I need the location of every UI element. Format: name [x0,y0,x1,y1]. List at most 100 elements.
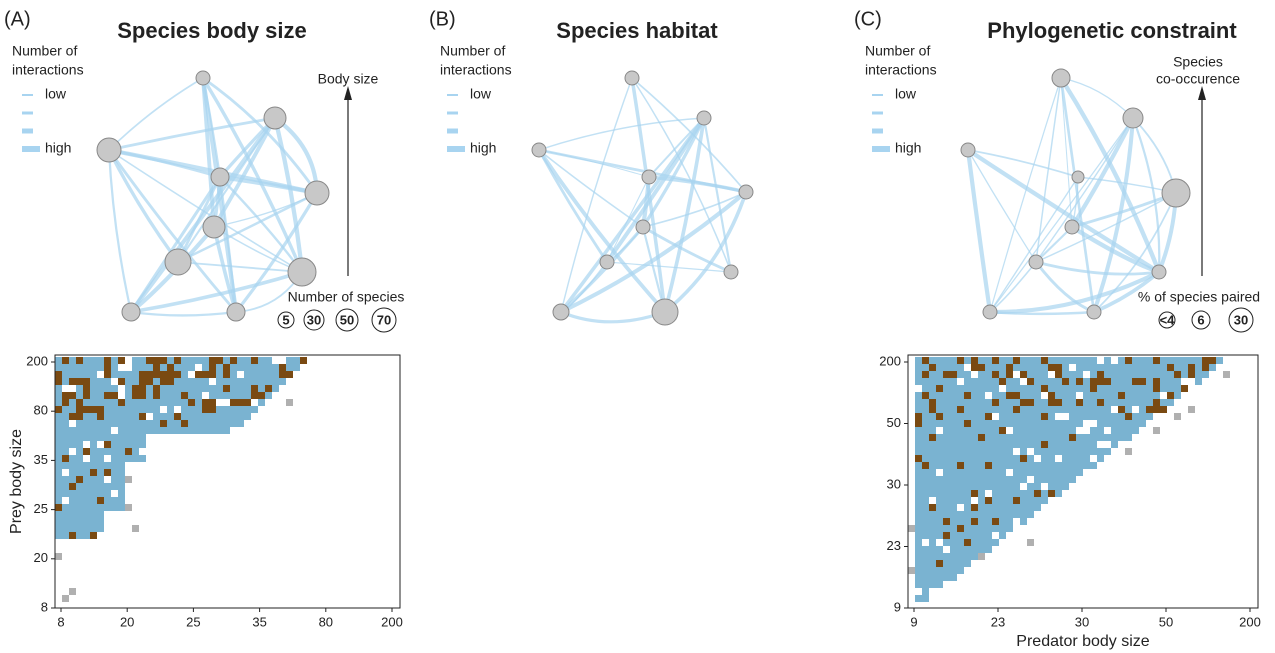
heatmap-cell [209,406,216,413]
heatmap-cell [202,420,209,427]
heatmap-cell [1195,378,1202,385]
heatmap-cell [188,392,195,399]
heatmap-cell [62,525,69,532]
heatmap-cell [132,448,139,455]
heatmap-cell [1153,364,1160,371]
heatmap-cell [1041,483,1048,490]
edge [663,117,706,313]
heatmap-cell [83,497,90,504]
heatmap-cell [936,364,943,371]
heatmap-cell [1111,392,1118,399]
heatmap-cell [964,483,971,490]
heatmap-cell [146,399,153,406]
heatmap-cell [244,371,251,378]
heatmap-cell [1027,399,1034,406]
heatmap-cell [1139,378,1146,385]
heatmap-cell [915,511,922,518]
heatmap-cell [174,357,181,364]
heatmap-cell [69,441,76,448]
heatmap-cell [1041,371,1048,378]
heatmap-cell [957,385,964,392]
heatmap-cell [950,364,957,371]
heatmap-cell [943,413,950,420]
heatmap-cell [971,399,978,406]
heatmap-cell [97,497,104,504]
heatmap-cell [1146,406,1153,413]
heatmap-cell [258,385,265,392]
heatmap-cell [943,518,950,525]
heatmap-cell [62,476,69,483]
heatmap-cell [964,427,971,434]
heatmap-cell [957,497,964,504]
heatmap-cell [125,378,132,385]
heatmap-cell [230,364,237,371]
heatmap-cell [202,427,209,434]
edge [234,192,319,313]
heatmap-cell [929,371,936,378]
heatmap-cell [922,483,929,490]
heatmap-cell [964,441,971,448]
heatmap-cell [251,371,258,378]
heatmap-cell [223,420,230,427]
heatmap-cell [1062,434,1069,441]
heatmap-cell [1020,455,1027,462]
edge [989,77,1062,313]
heatmap-cell [55,406,62,413]
heatmap-cell [1097,378,1104,385]
edge [559,225,645,314]
heatmap-cell [76,504,83,511]
heatmap-cell [1160,357,1167,364]
edge [1035,77,1062,263]
heatmap-cell [1069,427,1076,434]
heatmap-cell [943,553,950,560]
heatmap-cell [1083,399,1090,406]
heatmap-cell [929,462,936,469]
legend-high: high [45,140,71,156]
heatmap-cell [209,357,216,364]
heatmap-cell [76,490,83,497]
heatmap-cell [286,357,293,364]
heatmap-cell [1069,455,1076,462]
heatmap-cell [978,476,985,483]
heatmap-cell [244,406,251,413]
heatmap-cell [922,392,929,399]
heatmap-cell [999,406,1006,413]
heatmap-cell [69,588,76,595]
heatmap-cell [1097,364,1104,371]
size-legend-label: 70 [377,312,391,327]
heatmap-cell [1013,385,1020,392]
node [304,180,330,206]
heatmap-cell [55,532,62,539]
heatmap-cell [915,553,922,560]
heatmap-cell [971,406,978,413]
heatmap-cell [62,518,69,525]
heatmap-cell [999,490,1006,497]
heatmap-cell [69,448,76,455]
heatmap-cell [992,434,999,441]
heatmap-cell [97,399,104,406]
heatmap-cell [1048,385,1055,392]
heatmap-cell [1048,434,1055,441]
heatmap-cell [83,462,90,469]
node [226,302,246,322]
heatmap-cell [97,385,104,392]
heatmap-cell [950,483,957,490]
heatmap-cell [1097,455,1104,462]
heatmap-cell [1090,448,1097,455]
heatmap-cell [929,476,936,483]
heatmap-cell [265,371,272,378]
heatmap-cell [97,357,104,364]
heatmap-cell [1069,364,1076,371]
heatmap-cell [125,399,132,406]
heatmap-cell [957,560,964,567]
edge [107,149,180,263]
heatmap-cell [209,378,216,385]
heatmap-cell [936,399,943,406]
heatmap-cell [1181,357,1188,364]
heatmap-cell [957,518,964,525]
heatmap-cell [1160,378,1167,385]
heatmap-cell [936,511,943,518]
heatmap-cell [286,371,293,378]
heatmap-cell [950,553,957,560]
heatmap-cell [1083,455,1090,462]
